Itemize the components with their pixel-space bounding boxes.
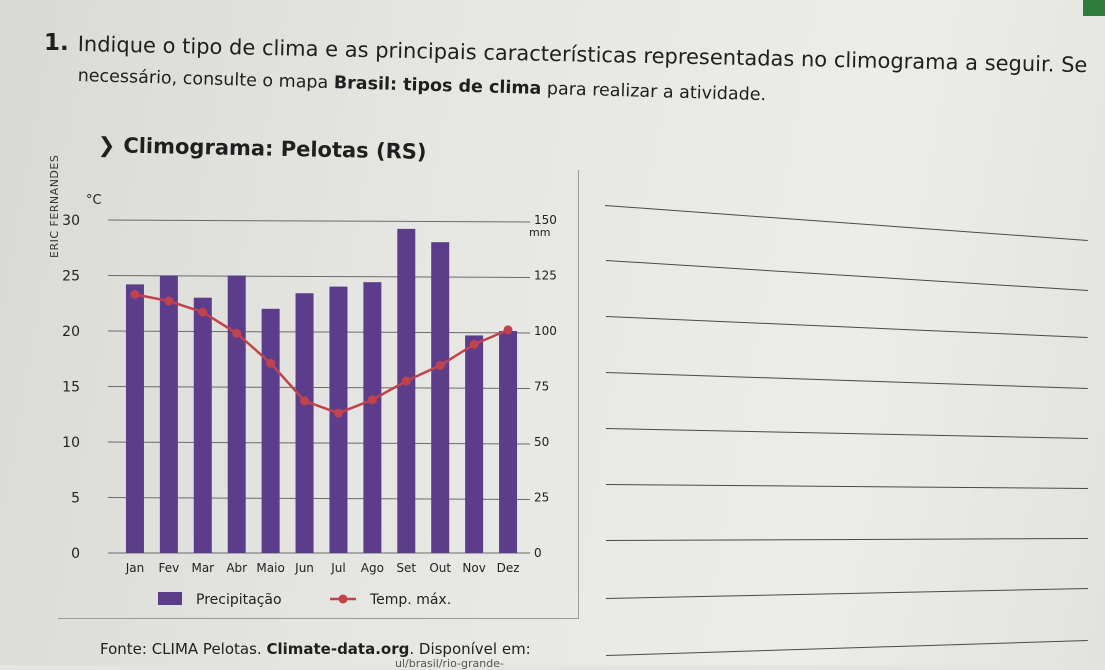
gridline bbox=[107, 497, 531, 500]
y-right-unit: mm bbox=[529, 226, 550, 239]
corner-tab bbox=[1083, 0, 1105, 16]
temperature-point bbox=[232, 328, 242, 338]
source-prefix: Fonte: CLIMA Pelotas. bbox=[100, 640, 267, 658]
y-right-tick-label: 50 bbox=[534, 435, 549, 449]
source-url-cut: ul/brasil/rio-grande- bbox=[395, 657, 504, 670]
x-tick-label: Dez bbox=[497, 561, 520, 575]
precipitation-bar bbox=[159, 275, 178, 553]
temperature-point bbox=[130, 289, 140, 299]
gridline bbox=[107, 330, 531, 334]
x-tick-label: Maio bbox=[256, 561, 284, 575]
source-suffix: . Disponível em: bbox=[409, 640, 531, 658]
temperature-point bbox=[333, 408, 343, 418]
climograph-chart: 0 5 10 15 20 25 30 0 25 50 75 100 125 150 °C mm Jan Fev Ma… bbox=[62, 193, 557, 608]
y-left-tick-label: 15 bbox=[62, 380, 80, 396]
x-tick-label: Ago bbox=[361, 561, 384, 575]
y-right-tick-label: 75 bbox=[534, 380, 549, 394]
temperature-point bbox=[300, 396, 310, 406]
gridline bbox=[107, 275, 531, 278]
source-site: Climate-data.org bbox=[266, 640, 410, 658]
y-right-tick-label: 25 bbox=[534, 491, 549, 505]
gridline bbox=[107, 386, 531, 389]
precipitation-bar bbox=[431, 242, 450, 553]
temperature-point bbox=[435, 360, 445, 370]
y-right-tick-label: 0 bbox=[534, 546, 542, 560]
legend-swatch-precipitation bbox=[158, 592, 182, 605]
gridline bbox=[107, 441, 531, 445]
temperature-point bbox=[198, 307, 208, 317]
temperature-point bbox=[503, 325, 513, 335]
y-right-tick-label: 150 bbox=[534, 213, 557, 227]
x-tick-label: Set bbox=[396, 561, 416, 575]
x-tick-label: Out bbox=[429, 561, 451, 575]
x-tick-label: Fev bbox=[159, 561, 180, 575]
precipitation-bar bbox=[329, 286, 348, 553]
precipitation-bar bbox=[499, 331, 518, 553]
x-tick-label: Abr bbox=[226, 561, 247, 575]
temperature-line bbox=[134, 293, 509, 415]
y-left-tick-label: 10 bbox=[62, 435, 80, 451]
temperature-point bbox=[401, 376, 411, 386]
y-right-tick-label: 100 bbox=[534, 324, 557, 338]
x-tick-label: Mar bbox=[191, 561, 214, 575]
precipitation-bar bbox=[227, 275, 246, 553]
chart-frame bbox=[58, 170, 579, 619]
legend-label-precipitation: Precipitação bbox=[196, 592, 282, 608]
y-left-tick-label: 0 bbox=[71, 546, 80, 562]
y-left-tick-label: 20 bbox=[62, 324, 80, 340]
legend-swatch-temperature-point bbox=[338, 594, 348, 604]
precipitation-bar bbox=[261, 308, 280, 553]
precipitation-bar bbox=[295, 293, 314, 553]
precipitation-bar bbox=[397, 228, 416, 553]
precipitation-bar bbox=[193, 297, 212, 553]
temperature-point bbox=[469, 339, 479, 349]
y-left-tick-label: 30 bbox=[62, 213, 80, 229]
y-left-tick-label: 25 bbox=[62, 269, 80, 285]
precipitation-bar bbox=[465, 335, 484, 553]
y-left-unit: °C bbox=[86, 193, 102, 208]
source-line: Fonte: CLIMA Pelotas. Climate-data.org. … bbox=[100, 640, 531, 658]
temperature-point bbox=[266, 358, 276, 368]
temperature-point bbox=[367, 395, 377, 405]
precipitation-bar bbox=[363, 282, 382, 553]
y-right-tick-label: 125 bbox=[534, 269, 557, 283]
gridline bbox=[107, 219, 531, 223]
y-left-tick-label: 5 bbox=[71, 491, 80, 507]
question-number: 1. bbox=[44, 30, 69, 56]
x-tick-label: Jul bbox=[330, 561, 345, 575]
temperature-point bbox=[164, 296, 174, 306]
legend-label-temperature: Temp. máx. bbox=[369, 592, 451, 608]
x-tick-label: Jun bbox=[294, 561, 314, 575]
x-tick-label: Jan bbox=[125, 561, 145, 575]
precipitation-bar bbox=[125, 284, 144, 553]
x-tick-label: Nov bbox=[462, 561, 485, 575]
